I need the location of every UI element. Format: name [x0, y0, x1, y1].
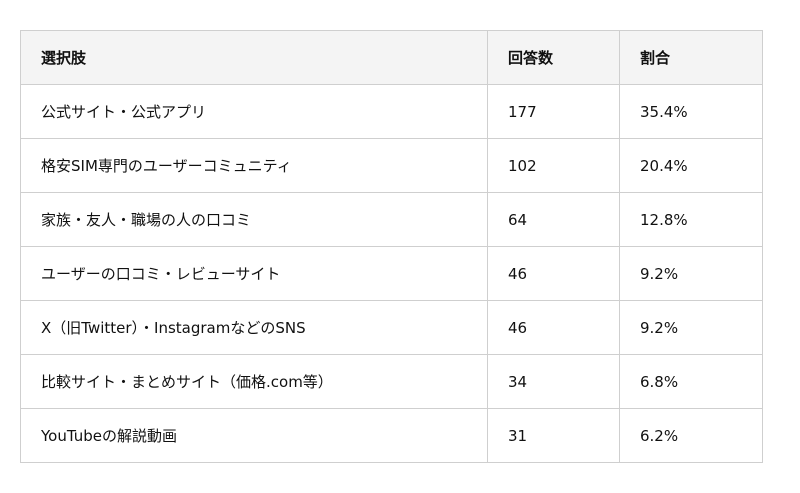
- table-row: 家族・友人・職場の人の口コミ 64 12.8%: [20, 192, 763, 247]
- choice-cell: X（旧Twitter）・InstagramなどのSNS: [20, 300, 488, 355]
- ratio-cell: 12.8%: [619, 192, 763, 247]
- count-cell: 46: [487, 300, 620, 355]
- table-row: ユーザーの口コミ・レビューサイト 46 9.2%: [20, 246, 763, 301]
- table-header-row: 選択肢 回答数 割合: [20, 30, 763, 85]
- count-cell: 46: [487, 246, 620, 301]
- choice-cell: 比較サイト・まとめサイト（価格.com等）: [20, 354, 488, 409]
- table-row: YouTubeの解説動画 31 6.2%: [20, 408, 763, 463]
- ratio-cell: 6.2%: [619, 408, 763, 463]
- count-cell: 34: [487, 354, 620, 409]
- ratio-cell: 9.2%: [619, 300, 763, 355]
- choice-cell: 格安SIM専門のユーザーコミュニティ: [20, 138, 488, 193]
- header-count: 回答数: [487, 30, 620, 85]
- header-choice: 選択肢: [20, 30, 488, 85]
- table-row: 比較サイト・まとめサイト（価格.com等） 34 6.8%: [20, 354, 763, 409]
- ratio-cell: 20.4%: [619, 138, 763, 193]
- choice-cell: ユーザーの口コミ・レビューサイト: [20, 246, 488, 301]
- count-cell: 64: [487, 192, 620, 247]
- count-cell: 102: [487, 138, 620, 193]
- count-cell: 177: [487, 84, 620, 139]
- count-cell: 31: [487, 408, 620, 463]
- table-row: 格安SIM専門のユーザーコミュニティ 102 20.4%: [20, 138, 763, 193]
- header-ratio: 割合: [619, 30, 763, 85]
- ratio-cell: 6.8%: [619, 354, 763, 409]
- ratio-cell: 9.2%: [619, 246, 763, 301]
- ratio-cell: 35.4%: [619, 84, 763, 139]
- choice-cell: 公式サイト・公式アプリ: [20, 84, 488, 139]
- choice-cell: YouTubeの解説動画: [20, 408, 488, 463]
- table-row: 公式サイト・公式アプリ 177 35.4%: [20, 84, 763, 139]
- table-row: X（旧Twitter）・InstagramなどのSNS 46 9.2%: [20, 300, 763, 355]
- results-table: 選択肢 回答数 割合 公式サイト・公式アプリ 177 35.4% 格安SIM専門のユー…: [20, 30, 763, 463]
- choice-cell: 家族・友人・職場の人の口コミ: [20, 192, 488, 247]
